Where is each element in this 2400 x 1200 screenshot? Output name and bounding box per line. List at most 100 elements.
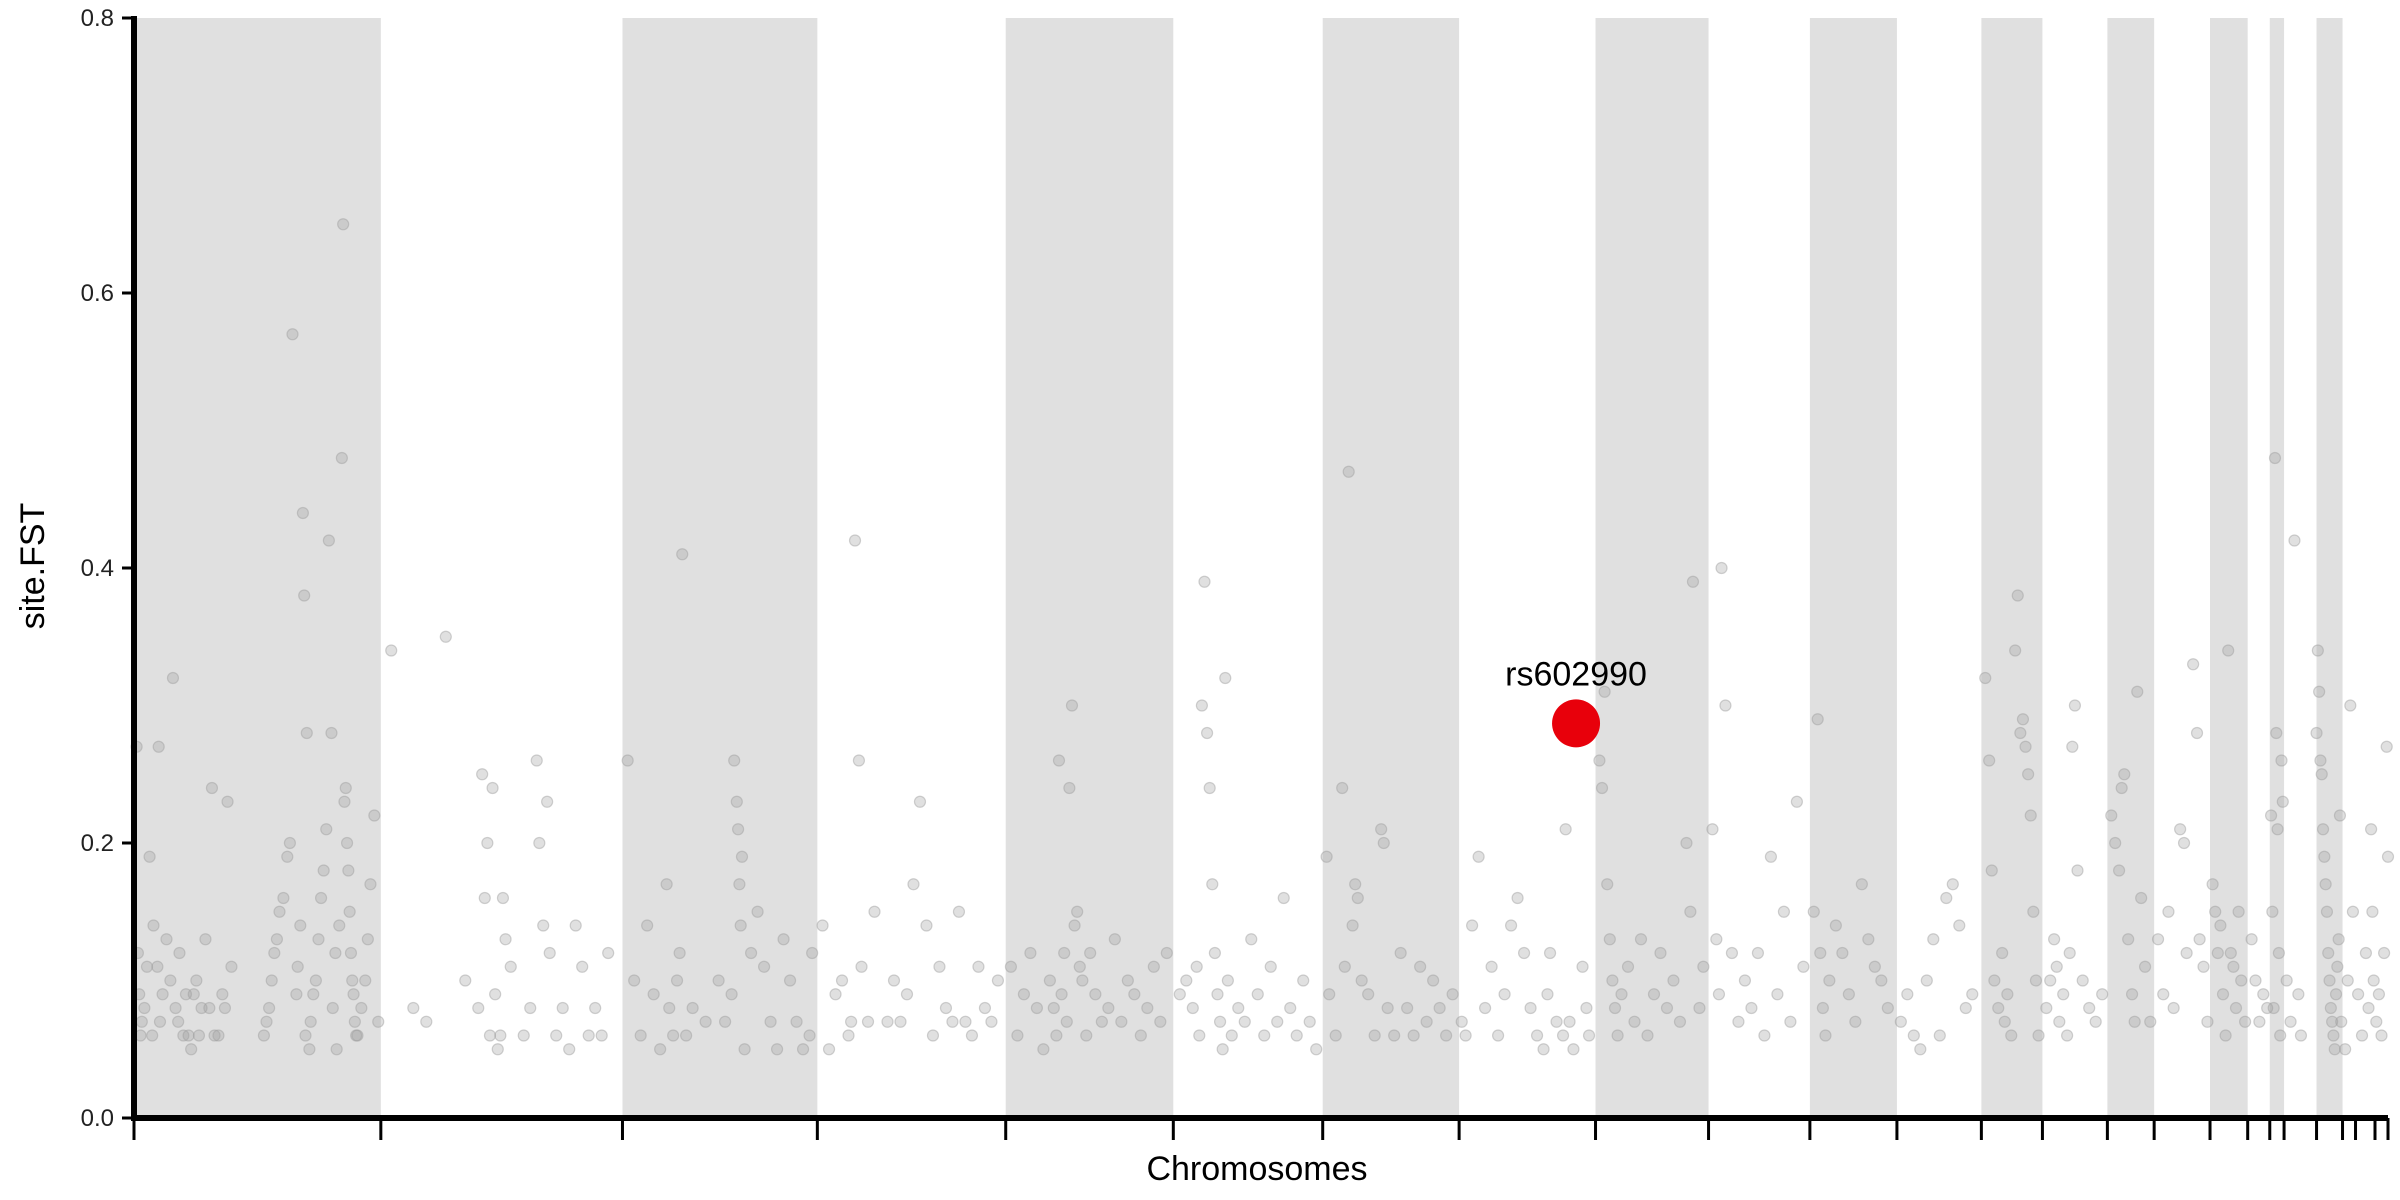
data-point-164 — [852, 754, 866, 767]
data-point-168 — [881, 1015, 894, 1028]
data-point-203 — [1073, 960, 1086, 973]
data-point-462 — [2318, 850, 2331, 863]
data-point-152 — [783, 974, 797, 987]
data-point-165 — [855, 960, 868, 973]
data-point-58 — [309, 974, 322, 987]
data-point-359 — [1933, 1029, 1946, 1042]
data-point-147 — [751, 905, 764, 918]
data-point-132 — [676, 548, 689, 561]
data-point-162 — [845, 1015, 858, 1028]
data-point-444 — [2268, 451, 2282, 465]
data-point-105 — [517, 1029, 530, 1042]
data-point-432 — [2229, 1001, 2243, 1015]
data-point-246 — [1297, 974, 1310, 987]
data-point-305 — [1611, 1029, 1624, 1042]
data-point-449 — [2275, 754, 2288, 767]
data-point-83 — [359, 974, 372, 987]
data-point-112 — [550, 1029, 563, 1042]
data-point-388 — [2053, 1015, 2066, 1028]
data-point-108 — [533, 836, 546, 850]
data-point-374 — [2009, 644, 2022, 657]
data-point-92 — [459, 974, 472, 987]
y-axis-ticks: 0.0 0.2 0.4 0.6 0.8 — [81, 5, 134, 1132]
data-point-21 — [179, 988, 193, 1001]
data-point-70 — [337, 218, 350, 231]
data-point-261 — [1375, 823, 1388, 836]
data-point-71 — [338, 795, 351, 808]
data-point-42 — [270, 933, 284, 946]
data-point-427 — [2216, 988, 2230, 1001]
data-point-311 — [1647, 988, 1661, 1001]
data-point-146 — [744, 946, 758, 960]
data-point-208 — [1095, 1015, 1108, 1028]
data-point-113 — [556, 1001, 569, 1015]
data-point-43 — [273, 905, 286, 918]
data-point-84 — [361, 933, 374, 946]
data-point-158 — [822, 1043, 836, 1056]
data-point-408 — [2135, 891, 2148, 905]
data-point-67 — [330, 1043, 343, 1056]
data-point-24 — [187, 988, 200, 1001]
data-point-289 — [1543, 946, 1557, 960]
data-point-472 — [2331, 960, 2344, 973]
data-point-137 — [719, 1015, 732, 1028]
data-point-102 — [496, 891, 510, 905]
data-point-394 — [2071, 864, 2084, 877]
data-point-310 — [1641, 1029, 1654, 1042]
data-point-239 — [1251, 988, 1264, 1001]
data-point-8 — [146, 1029, 159, 1042]
data-point-275 — [1459, 1029, 1472, 1042]
data-point-478 — [2344, 699, 2357, 712]
data-point-103 — [499, 933, 512, 946]
data-point-19 — [173, 946, 186, 960]
data-point-39 — [263, 1001, 276, 1015]
data-point-23 — [185, 1043, 198, 1056]
data-point-323 — [1712, 988, 1726, 1001]
data-point-280 — [1491, 1029, 1505, 1042]
data-point-171 — [900, 988, 914, 1001]
data-point-460 — [2315, 768, 2328, 781]
data-point-82 — [355, 1001, 368, 1015]
data-point-87 — [372, 1015, 385, 1028]
data-point-372 — [2001, 988, 2014, 1001]
data-point-264 — [1388, 1029, 1401, 1042]
data-point-9 — [147, 919, 160, 932]
data-point-335 — [1784, 1015, 1797, 1028]
data-point-110 — [541, 795, 554, 808]
data-point-400 — [2109, 836, 2122, 850]
data-point-247 — [1303, 1015, 1316, 1028]
data-point-273 — [1446, 988, 1459, 1001]
data-point-413 — [2162, 905, 2175, 918]
data-point-431 — [2227, 960, 2240, 973]
data-point-345 — [1836, 946, 1849, 960]
data-point-339 — [1811, 713, 1824, 726]
data-point-474 — [2333, 809, 2347, 822]
data-point-126 — [654, 1043, 667, 1056]
data-point-461 — [2316, 823, 2330, 836]
data-point-424 — [2209, 905, 2222, 918]
data-point-301 — [1601, 878, 1614, 891]
data-point-160 — [835, 974, 849, 987]
data-point-318 — [1686, 575, 1700, 588]
data-point-156 — [806, 946, 819, 960]
data-point-45 — [281, 850, 294, 863]
data-point-121 — [621, 754, 634, 767]
data-point-348 — [1855, 878, 1868, 891]
data-point-399 — [2105, 809, 2118, 822]
data-point-412 — [2157, 988, 2170, 1001]
highlighted-snp[interactable] — [1552, 699, 1601, 748]
data-point-481 — [2355, 1029, 2369, 1042]
data-point-90 — [420, 1015, 433, 1028]
data-point-117 — [582, 1029, 595, 1042]
data-point-200 — [1065, 699, 1079, 712]
data-point-80 — [350, 1029, 363, 1042]
chromosome-band-9 — [2269, 18, 2285, 1118]
data-point-395 — [2076, 974, 2089, 987]
data-point-142 — [733, 878, 746, 891]
data-point-262 — [1377, 836, 1390, 850]
data-point-134 — [686, 1001, 699, 1015]
data-point-224 — [1195, 699, 1208, 712]
data-point-269 — [1420, 1015, 1433, 1028]
data-point-445 — [2270, 726, 2283, 740]
data-point-401 — [2112, 864, 2126, 877]
